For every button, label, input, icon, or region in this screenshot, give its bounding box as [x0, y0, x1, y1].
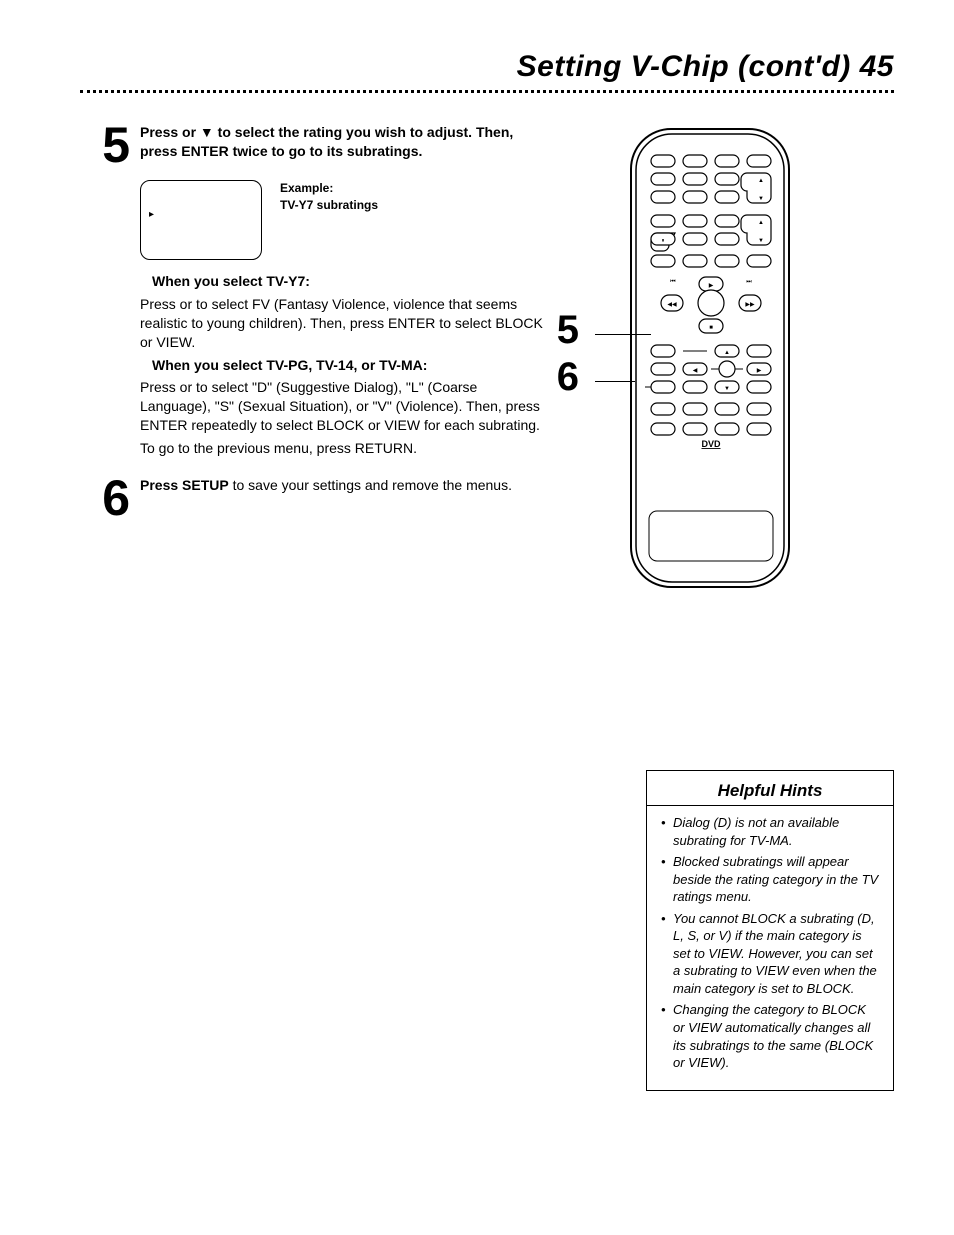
header-divider — [80, 90, 894, 93]
step-5: 5 Press or ▼ to select the rating you wi… — [80, 123, 545, 168]
example-label: Example: TV-Y7 subratings — [280, 180, 378, 214]
hint-item: You cannot BLOCK a subrating (D, L, S, o… — [661, 910, 879, 998]
step-number-5: 5 — [80, 123, 140, 168]
remote-column: 5 6 ▲ ▼ — [565, 123, 894, 598]
step-6-body: Press SETUP to save your settings and re… — [140, 476, 545, 495]
instructions-column: 5 Press or ▼ to select the rating you wi… — [80, 123, 565, 598]
hint-item: Blocked subratings will appear beside th… — [661, 853, 879, 906]
svg-text:⏮: ⏮ — [670, 279, 676, 285]
step6-bold: Press SETUP — [140, 477, 229, 493]
step-number-6: 6 — [80, 476, 140, 521]
svg-text:▲: ▲ — [758, 178, 764, 184]
sub-para-tvpg: Press or to select "D" (Suggestive Dialo… — [140, 378, 545, 435]
svg-text:▼: ▼ — [758, 238, 764, 244]
remote-svg: ▲ ▼ ▲ ⏸ ▼ ⏮ ⏭ — [625, 123, 795, 593]
example-line2: TV-Y7 subratings — [280, 198, 378, 212]
hints-divider — [647, 805, 893, 806]
svg-text:▲: ▲ — [724, 350, 730, 356]
sub-heading-tvy7: When you select TV-Y7: — [152, 272, 545, 291]
svg-text:▲: ▲ — [758, 220, 764, 226]
step5-bold-line: Press or ▼ to select the rating you wish… — [140, 124, 513, 159]
svg-text:⏸: ⏸ — [661, 238, 664, 244]
hints-title: Helpful Hints — [661, 781, 879, 801]
svg-text:▼: ▼ — [724, 386, 730, 392]
step-5-body: Press or ▼ to select the rating you wish… — [140, 123, 545, 161]
hints-list: Dialog (D) is not an available subrating… — [661, 814, 879, 1072]
tv-screen-icon — [140, 180, 262, 260]
step5-text-mid: or ▼ to select the rating you wish to ad… — [140, 124, 513, 159]
sub-para-tvy7: Press or to select FV (Fantasy Violence,… — [140, 295, 545, 352]
callout-number-6: 6 — [557, 355, 579, 400]
example-row: Example: TV-Y7 subratings — [140, 180, 545, 260]
hint-item: Changing the category to BLOCK or VIEW a… — [661, 1001, 879, 1071]
manual-page: Setting V-Chip (cont'd) 45 5 Press or ▼ … — [0, 0, 954, 1235]
remote-illustration: 5 6 ▲ ▼ — [625, 123, 855, 598]
step6-rest: to save your settings and remove the men… — [229, 477, 512, 493]
content-row: 5 Press or ▼ to select the rating you wi… — [80, 123, 894, 598]
step5-text-before: Press — [140, 124, 182, 140]
step-6: 6 Press SETUP to save your settings and … — [80, 476, 545, 521]
example-line1: Example: — [280, 181, 333, 195]
svg-text:▶: ▶ — [708, 283, 713, 289]
svg-text:▼: ▼ — [758, 196, 764, 202]
svg-text:⏭: ⏭ — [746, 279, 752, 285]
sub-para-return: To go to the previous menu, press RETURN… — [140, 439, 545, 458]
svg-text:▶▶: ▶▶ — [745, 302, 755, 308]
step5-subtext: When you select TV-Y7: Press or to selec… — [140, 272, 545, 458]
callout-number-5: 5 — [557, 308, 579, 353]
sub-heading-tvpg: When you select TV-PG, TV-14, or TV-MA: — [152, 356, 545, 375]
svg-text:■: ■ — [709, 325, 713, 331]
callout-line-5 — [595, 334, 651, 335]
svg-text:◀◀: ◀◀ — [667, 302, 677, 308]
svg-text:▶: ▶ — [756, 368, 761, 374]
svg-text:◀: ◀ — [692, 368, 697, 374]
dvd-label: DVD — [701, 439, 721, 449]
helpful-hints-box: Helpful Hints Dialog (D) is not an avail… — [646, 770, 894, 1091]
hint-item: Dialog (D) is not an available subrating… — [661, 814, 879, 849]
callout-line-6 — [595, 381, 635, 382]
page-title: Setting V-Chip (cont'd) 45 — [80, 50, 894, 84]
